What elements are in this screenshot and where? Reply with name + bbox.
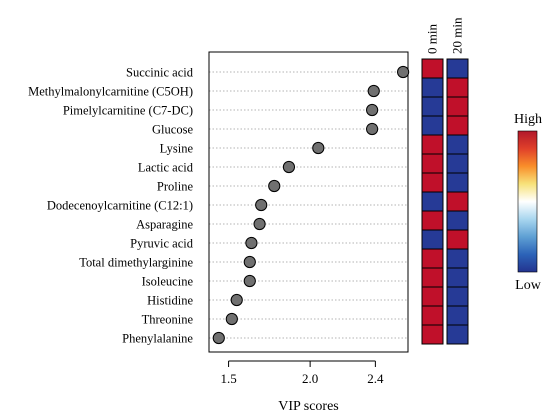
metabolite-label: Isoleucine <box>142 275 194 289</box>
heatmap-cell <box>446 267 469 288</box>
heatmap-cell <box>446 96 469 117</box>
metabolite-label: Threonine <box>142 313 194 327</box>
vip-point <box>245 236 258 250</box>
metabolite-label: Dodecenoylcarnitine (C12:1) <box>47 199 193 213</box>
vip-point <box>282 160 296 174</box>
metabolite-labels: Succinic acid Methylmalonylcarnitine (C5O… <box>28 66 194 346</box>
heatmap-cell <box>446 286 469 307</box>
heatmap-cell <box>421 115 444 136</box>
heatmap-cell <box>421 286 444 307</box>
vip-point <box>230 293 243 307</box>
vip-points <box>212 65 410 345</box>
heatmap-cell <box>421 153 444 174</box>
heatmap-column-headers: 0 min 20 min <box>425 17 465 54</box>
vip-point <box>397 65 410 79</box>
heatmap-cell <box>446 305 469 326</box>
heatmap <box>421 58 469 345</box>
metabolite-label: Lactic acid <box>138 161 194 175</box>
vip-point <box>212 331 225 345</box>
heatmap-cell <box>446 248 469 269</box>
heatmap-cell <box>421 248 444 269</box>
heatmap-cell <box>421 134 444 155</box>
vip-point <box>268 179 281 193</box>
metabolite-label: Pimelylcarnitine (C7-DC) <box>63 104 193 118</box>
metabolite-label: Histidine <box>147 294 193 308</box>
heatmap-cell <box>446 172 469 193</box>
heatmap-cell <box>421 96 444 117</box>
legend-color-bar <box>517 130 538 273</box>
vip-point <box>366 122 379 136</box>
heatmap-cell <box>421 58 444 79</box>
heatmap-cell <box>446 58 469 79</box>
vip-point <box>243 255 256 269</box>
color-legend: High Low <box>514 112 542 293</box>
metabolite-label: Phenylalanine <box>122 332 193 346</box>
vip-point <box>312 141 325 155</box>
heatmap-cell <box>421 324 444 345</box>
heatmap-cell <box>421 77 444 98</box>
heatmap-cell <box>446 134 469 155</box>
plot-frame <box>208 51 409 353</box>
heatmap-cell <box>446 153 469 174</box>
x-axis-label: VIP scores <box>278 399 339 414</box>
metabolite-label: Proline <box>157 180 194 194</box>
legend-high-label: High <box>514 112 542 127</box>
heatmap-cell <box>446 191 469 212</box>
heatmap-column-header: 20 min <box>450 17 465 54</box>
vip-point <box>367 84 380 98</box>
heatmap-cell <box>421 172 444 193</box>
x-tick-label: 2.0 <box>302 371 318 386</box>
x-tick-label: 2.4 <box>367 371 384 386</box>
heatmap-cell <box>421 267 444 288</box>
heatmap-cell <box>446 324 469 345</box>
heatmap-cell <box>446 229 469 250</box>
legend-low-label: Low <box>515 278 542 293</box>
metabolite-label: Pyruvic acid <box>130 237 194 251</box>
metabolite-label: Total dimethylarginine <box>79 256 193 270</box>
heatmap-cell <box>421 229 444 250</box>
heatmap-cell <box>421 191 444 212</box>
metabolite-label: Glucose <box>152 123 193 137</box>
heatmap-cell <box>421 305 444 326</box>
heatmap-column-header: 0 min <box>425 24 440 54</box>
vip-point <box>225 312 238 326</box>
vip-point <box>255 198 268 212</box>
heatmap-cell <box>446 210 469 231</box>
heatmap-cell <box>421 210 444 231</box>
vip-point <box>243 274 256 288</box>
x-axis: 1.5 2.0 2.4 <box>220 360 384 386</box>
vip-point <box>253 217 266 231</box>
vip-point <box>366 103 379 117</box>
metabolite-label: Asparagine <box>136 218 193 232</box>
metabolite-label: Lysine <box>160 142 194 156</box>
metabolite-label: Succinic acid <box>126 66 194 80</box>
heatmap-cell <box>446 77 469 98</box>
heatmap-cell <box>446 115 469 136</box>
x-tick-label: 1.5 <box>220 371 236 386</box>
metabolite-label: Methylmalonylcarnitine (C5OH) <box>28 85 193 99</box>
